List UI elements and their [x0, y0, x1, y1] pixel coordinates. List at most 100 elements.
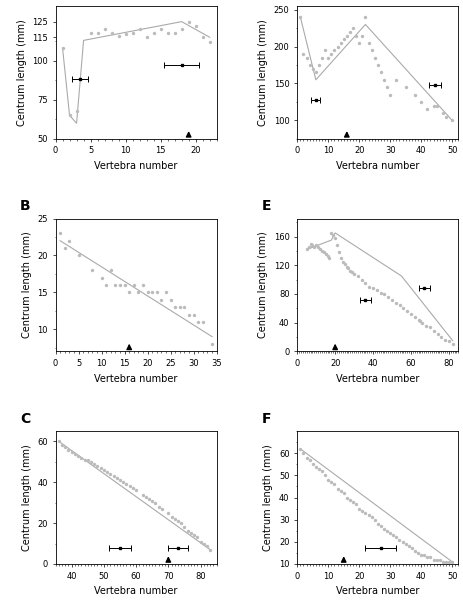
- Point: [59, 43, 66, 53]
- Point: [402, 539, 409, 549]
- Point: [194, 317, 202, 327]
- Point: [115, 31, 122, 40]
- Point: [123, 479, 130, 489]
- Point: [143, 32, 150, 42]
- Point: [187, 529, 194, 538]
- Point: [185, 310, 193, 319]
- Point: [200, 539, 207, 548]
- Point: [400, 304, 407, 313]
- Point: [442, 112, 450, 122]
- Point: [102, 280, 110, 290]
- Point: [315, 60, 323, 70]
- Point: [88, 457, 95, 467]
- Point: [366, 282, 373, 292]
- Point: [297, 12, 304, 22]
- Point: [362, 278, 369, 288]
- Point: [61, 243, 69, 253]
- Point: [411, 312, 419, 322]
- Point: [430, 555, 437, 565]
- Point: [359, 31, 366, 40]
- Point: [100, 465, 107, 475]
- Point: [108, 28, 115, 37]
- Point: [208, 339, 216, 349]
- Point: [194, 533, 201, 542]
- Point: [325, 53, 332, 62]
- Point: [62, 443, 69, 452]
- Point: [343, 31, 350, 40]
- Point: [326, 253, 333, 263]
- Point: [385, 292, 392, 302]
- Point: [314, 242, 322, 252]
- Point: [330, 230, 337, 240]
- Point: [325, 475, 332, 485]
- Point: [312, 462, 319, 472]
- Point: [346, 27, 354, 37]
- Point: [334, 42, 341, 52]
- Point: [55, 437, 63, 446]
- Point: [171, 28, 178, 37]
- Point: [445, 337, 453, 346]
- Point: [415, 315, 422, 325]
- Point: [356, 504, 363, 514]
- Point: [396, 535, 403, 544]
- Point: [89, 265, 96, 275]
- Point: [145, 494, 153, 503]
- Point: [439, 557, 447, 566]
- Point: [433, 101, 440, 110]
- Point: [441, 335, 449, 345]
- Point: [129, 28, 136, 37]
- Point: [81, 455, 88, 464]
- Point: [403, 307, 411, 316]
- Point: [153, 287, 161, 297]
- Point: [374, 520, 382, 529]
- X-axis label: Vertebra number: Vertebra number: [94, 374, 178, 383]
- Point: [411, 90, 419, 100]
- Y-axis label: Centrum length (mm): Centrum length (mm): [17, 19, 26, 126]
- X-axis label: Vertebra number: Vertebra number: [94, 586, 178, 596]
- Point: [149, 496, 156, 505]
- Point: [125, 287, 133, 297]
- Y-axis label: Centrum length (mm): Centrum length (mm): [258, 232, 268, 338]
- Point: [427, 553, 434, 562]
- Point: [94, 28, 101, 37]
- Point: [197, 537, 204, 547]
- Point: [97, 463, 104, 473]
- Point: [324, 251, 332, 261]
- Point: [126, 482, 133, 491]
- Point: [362, 508, 369, 518]
- Point: [349, 268, 356, 277]
- Point: [73, 106, 80, 116]
- Point: [339, 257, 346, 266]
- Point: [340, 34, 347, 44]
- Point: [343, 493, 350, 502]
- Point: [155, 502, 163, 512]
- Point: [438, 332, 445, 342]
- Point: [414, 548, 422, 558]
- Point: [434, 329, 441, 339]
- Point: [164, 28, 171, 37]
- Point: [369, 283, 377, 293]
- Point: [328, 228, 335, 238]
- Point: [312, 68, 319, 77]
- Point: [380, 524, 388, 533]
- Point: [377, 68, 385, 77]
- Point: [206, 545, 214, 554]
- Y-axis label: Centrum length (mm): Centrum length (mm): [22, 232, 32, 338]
- Point: [449, 557, 456, 566]
- Point: [98, 273, 105, 283]
- Point: [419, 318, 426, 328]
- Point: [305, 242, 313, 252]
- Point: [341, 259, 348, 269]
- Point: [347, 266, 354, 276]
- Point: [371, 53, 378, 62]
- Y-axis label: Centrum length (mm): Centrum length (mm): [22, 444, 32, 551]
- Point: [352, 31, 360, 40]
- Point: [321, 46, 329, 55]
- Point: [181, 302, 188, 312]
- Text: C: C: [20, 412, 31, 426]
- Point: [58, 440, 66, 450]
- Point: [368, 512, 375, 522]
- Point: [321, 470, 329, 480]
- Point: [422, 321, 430, 331]
- Point: [337, 486, 344, 496]
